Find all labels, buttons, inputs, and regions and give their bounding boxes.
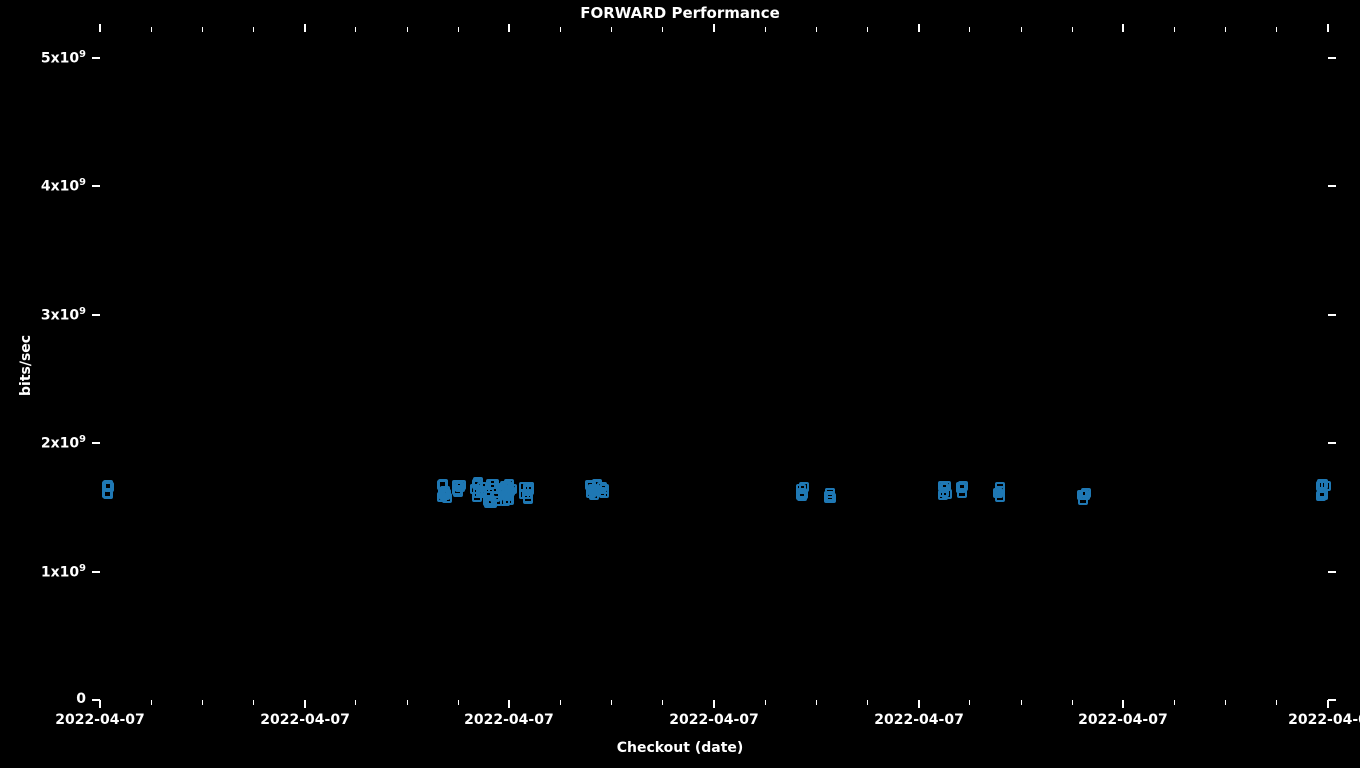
y-tick-label: 4x109 bbox=[41, 177, 86, 195]
x-tick-minor bbox=[765, 700, 766, 705]
x-tick-label: 2022-04-07 bbox=[260, 712, 350, 728]
x-tick-minor bbox=[611, 700, 612, 705]
data-point bbox=[956, 483, 966, 493]
y-tick bbox=[1328, 571, 1336, 573]
x-tick-label: 2022-04-07 bbox=[464, 712, 554, 728]
x-tick-major bbox=[508, 700, 510, 708]
x-axis-label: Checkout (date) bbox=[0, 740, 1360, 756]
y-tick bbox=[1328, 314, 1336, 316]
data-point bbox=[438, 479, 448, 489]
data-point bbox=[1317, 489, 1327, 499]
x-tick-label: 2022-04-07 bbox=[669, 712, 759, 728]
x-tick-minor bbox=[407, 27, 408, 32]
x-tick-major bbox=[1122, 700, 1124, 708]
x-tick-label: 2022-04-07 bbox=[874, 712, 964, 728]
x-tick-minor bbox=[1276, 700, 1277, 705]
y-tick bbox=[92, 57, 100, 59]
x-tick-major bbox=[304, 700, 306, 708]
data-point bbox=[585, 480, 595, 490]
data-point bbox=[507, 484, 517, 494]
x-tick-minor bbox=[407, 700, 408, 705]
x-tick-minor bbox=[662, 700, 663, 705]
x-tick-minor bbox=[202, 700, 203, 705]
x-tick-minor bbox=[1276, 27, 1277, 32]
x-tick-major bbox=[304, 24, 306, 32]
x-tick-minor bbox=[458, 700, 459, 705]
y-tick bbox=[92, 314, 100, 316]
x-tick-minor bbox=[458, 27, 459, 32]
x-tick-minor bbox=[253, 700, 254, 705]
x-tick-minor bbox=[1072, 700, 1073, 705]
y-tick-label: 2x109 bbox=[41, 434, 86, 452]
x-tick-minor bbox=[816, 700, 817, 705]
x-tick-major bbox=[713, 24, 715, 32]
x-tick-minor bbox=[253, 27, 254, 32]
x-tick-major bbox=[99, 700, 101, 708]
data-point bbox=[523, 483, 533, 493]
y-tick-label: 0 bbox=[76, 691, 86, 707]
x-tick-minor bbox=[1225, 700, 1226, 705]
x-tick-minor bbox=[1174, 700, 1175, 705]
x-tick-minor bbox=[969, 27, 970, 32]
data-point bbox=[104, 482, 114, 492]
x-tick-major bbox=[508, 24, 510, 32]
x-tick-minor bbox=[611, 27, 612, 32]
x-tick-major bbox=[1122, 24, 1124, 32]
data-point bbox=[453, 487, 463, 497]
y-tick bbox=[1328, 185, 1336, 187]
x-tick-minor bbox=[560, 700, 561, 705]
x-tick-major bbox=[99, 24, 101, 32]
data-point bbox=[1077, 490, 1087, 500]
x-tick-minor bbox=[560, 27, 561, 32]
x-tick-label: 2022-04-07 bbox=[1078, 712, 1168, 728]
x-tick-minor bbox=[765, 27, 766, 32]
x-tick-minor bbox=[355, 700, 356, 705]
x-tick-major bbox=[918, 24, 920, 32]
chart-title: FORWARD Performance bbox=[0, 4, 1360, 22]
x-tick-minor bbox=[355, 27, 356, 32]
chart-container: FORWARD Performance bits/sec Checkout (d… bbox=[0, 0, 1360, 768]
x-tick-minor bbox=[1072, 27, 1073, 32]
y-axis-label: bits/sec bbox=[18, 335, 34, 396]
data-point bbox=[824, 493, 834, 503]
x-tick-minor bbox=[151, 700, 152, 705]
data-point bbox=[797, 491, 807, 501]
x-tick-major bbox=[1327, 24, 1329, 32]
x-tick-minor bbox=[1225, 27, 1226, 32]
y-tick bbox=[92, 185, 100, 187]
x-tick-minor bbox=[867, 700, 868, 705]
y-tick bbox=[1328, 57, 1336, 59]
y-tick-label: 3x109 bbox=[41, 306, 86, 324]
x-tick-label: 2022-04-07 bbox=[55, 712, 145, 728]
x-tick-minor bbox=[1021, 700, 1022, 705]
data-point bbox=[597, 482, 607, 492]
y-tick bbox=[1328, 442, 1336, 444]
x-tick-major bbox=[1327, 700, 1329, 708]
data-point bbox=[942, 489, 952, 499]
x-tick-minor bbox=[969, 700, 970, 705]
y-tick-label: 5x109 bbox=[41, 49, 86, 67]
x-tick-minor bbox=[662, 27, 663, 32]
x-tick-minor bbox=[867, 27, 868, 32]
x-tick-minor bbox=[1021, 27, 1022, 32]
y-tick bbox=[92, 571, 100, 573]
x-tick-minor bbox=[1174, 27, 1175, 32]
x-tick-major bbox=[713, 700, 715, 708]
data-point bbox=[995, 486, 1005, 496]
y-tick bbox=[1328, 699, 1336, 701]
y-tick bbox=[92, 442, 100, 444]
x-tick-major bbox=[918, 700, 920, 708]
x-tick-minor bbox=[151, 27, 152, 32]
x-tick-minor bbox=[816, 27, 817, 32]
data-point bbox=[437, 492, 447, 502]
x-tick-label: 2022-04-0 bbox=[1288, 712, 1360, 728]
y-tick-label: 1x109 bbox=[41, 563, 86, 581]
x-tick-minor bbox=[202, 27, 203, 32]
